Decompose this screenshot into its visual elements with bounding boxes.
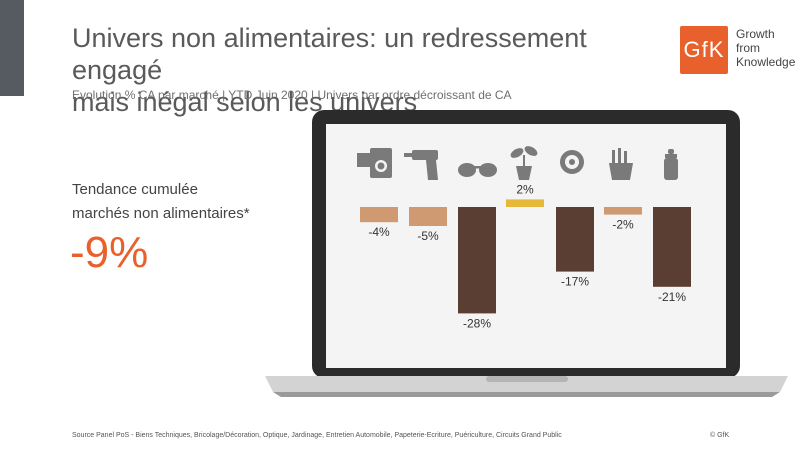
title-line-1: Univers non alimentaires: un redressemen…	[72, 23, 587, 85]
bar-baby-bottle	[653, 207, 691, 287]
bar-drill	[409, 207, 447, 226]
plant-icon	[510, 146, 538, 180]
source-footnote: Source Panel PoS - Biens Techniques, Bri…	[72, 432, 562, 439]
trend-label: Tendance cumulée marchés non alimentaire…	[72, 178, 250, 226]
trend-label-1: Tendance cumulée	[72, 181, 198, 198]
glasses-icon	[458, 163, 497, 177]
side-accent-bar	[0, 0, 24, 96]
logo-tagline-3: Knowledge	[736, 55, 796, 69]
laptop-base-edge	[273, 392, 780, 397]
copyright: © GfK	[710, 432, 730, 439]
bar-label-stationery: -2%	[612, 218, 634, 232]
bar-label-drill: -5%	[417, 229, 439, 243]
bar-label-glasses: -28%	[463, 316, 491, 330]
trend-label-2: marchés non alimentaires*	[72, 205, 250, 222]
baby-bottle-icon	[664, 149, 678, 180]
bar-label-appliances: -4%	[368, 225, 390, 239]
logo-tagline-1: Growth	[736, 27, 775, 41]
stationery-icon	[609, 148, 633, 180]
gfk-logo: GfK	[680, 26, 728, 74]
trend-value: -9%	[70, 228, 149, 277]
logo-tagline-2: from	[736, 41, 760, 55]
bar-stationery	[604, 207, 642, 215]
tire-icon	[560, 150, 584, 174]
bars-group: -4% -5% -28% 2% -17% -2% -21%	[360, 182, 691, 330]
bar-label-tire: -17%	[561, 275, 589, 289]
bar-plant	[506, 199, 544, 207]
page-subtitle: Evolution % CA par marché | YTD Juin 202…	[72, 88, 512, 102]
laptop-base	[265, 376, 788, 392]
bar-glasses	[458, 207, 496, 314]
bar-appliances	[360, 207, 398, 223]
logo-tagline: Growth from Knowledge	[736, 27, 795, 69]
bar-label-baby-bottle: -21%	[658, 290, 686, 304]
laptop-notch	[486, 376, 568, 382]
appliances-icon	[357, 148, 392, 178]
drill-icon	[404, 150, 438, 180]
page-title: Univers non alimentaires: un redressemen…	[72, 22, 672, 118]
bar-tire	[556, 207, 594, 272]
bar-label-plant: 2%	[516, 182, 534, 196]
